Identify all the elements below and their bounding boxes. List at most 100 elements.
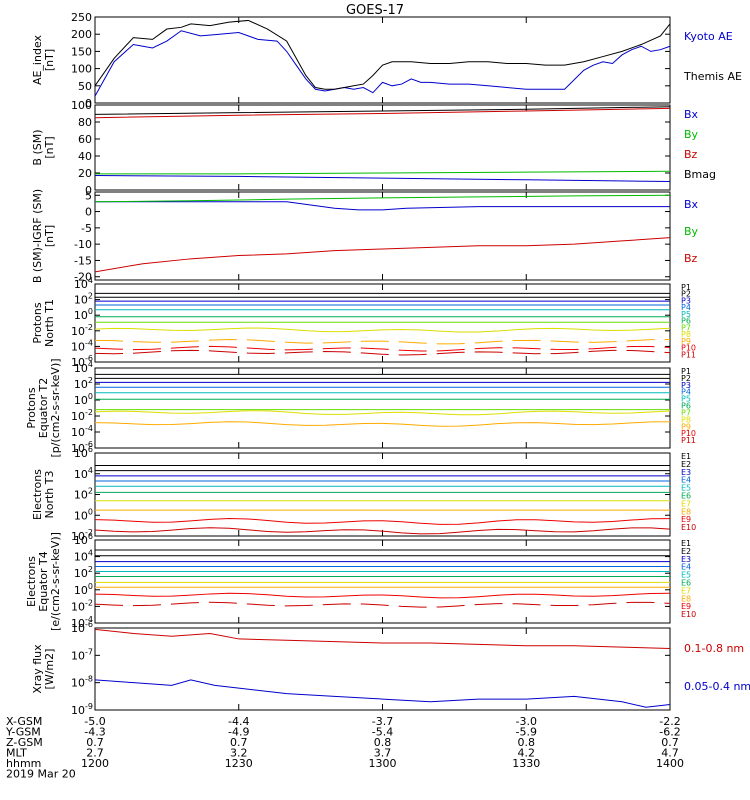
channel-label: P10: [681, 344, 696, 353]
legend-label: By: [684, 225, 699, 238]
x-row-value: 0.7: [661, 736, 679, 749]
x-row-value: 0.7: [230, 736, 248, 749]
channel-line: [94, 410, 671, 416]
y-tick-label: 10-6: [71, 620, 93, 635]
channel-line: [94, 327, 671, 333]
legend-label: 0.1-0.8 nm: [684, 642, 744, 655]
legend-label: Bmag: [684, 168, 716, 181]
x-row-label: hhmm: [6, 757, 41, 770]
x-row-value: 4.2: [518, 747, 536, 760]
y-axis-label: [nT]: [43, 136, 56, 158]
channel-label: E3: [681, 468, 691, 477]
channel-label: E7: [681, 499, 691, 508]
channel-label: E3: [681, 555, 691, 564]
x-row-value: -5.9: [516, 726, 537, 739]
x-row-value: 4.7: [661, 747, 679, 760]
channel-label: P8: [681, 330, 691, 339]
y-tick-label: 104: [74, 360, 93, 375]
y-axis-label: Protons: [31, 302, 44, 343]
y-tick-label: 5: [85, 189, 92, 202]
channel-label: P2: [681, 290, 691, 299]
channel-label: P7: [681, 323, 691, 332]
x-row-value: 3.2: [230, 747, 248, 760]
y-axis-label: AE_index: [31, 34, 44, 85]
y-tick-label: 102: [74, 565, 93, 580]
y-axis-label: Xray flux: [31, 644, 44, 694]
channel-label: E4: [681, 563, 691, 572]
series-line: [94, 106, 671, 115]
channel-label: E10: [681, 523, 696, 532]
y-axis-label: [p/(cm2-s-sr-keV)]: [49, 358, 62, 457]
series-line: [94, 175, 671, 182]
legend-label: Bx: [684, 198, 699, 211]
y-tick-label: 40: [78, 150, 92, 163]
channel-label: P11: [681, 350, 696, 359]
y-axis-label: Equator T2: [37, 378, 50, 438]
y-axis-label: [nT]: [43, 49, 56, 71]
y-tick-label: 50: [78, 80, 92, 93]
x-row-value: 1400: [656, 757, 684, 770]
channel-line: [94, 518, 671, 525]
y-tick-label: 106: [74, 445, 93, 460]
x-row-value: -4.4: [228, 715, 249, 728]
y-tick-label: 250: [71, 11, 92, 24]
legend-label: Kyoto AE: [684, 30, 733, 43]
y-tick-label: 100: [74, 582, 93, 597]
channel-label: P11: [681, 436, 696, 445]
y-tick-label: 100: [74, 307, 93, 322]
channel-label: E6: [681, 579, 691, 588]
x-row-value: -5.0: [84, 715, 105, 728]
y-tick-label: 10-2: [71, 528, 93, 543]
channel-line: [94, 338, 671, 345]
channel-label: P3: [681, 296, 691, 305]
y-axis-label: Electrons: [31, 469, 44, 520]
x-row-value: 3.7: [374, 747, 392, 760]
y-axis-label: [W/m2]: [43, 649, 56, 690]
y-tick-label: 100: [71, 63, 92, 76]
channel-label: E6: [681, 492, 691, 501]
channel-label: P5: [681, 395, 691, 404]
channel-label: P7: [681, 408, 691, 417]
channel-line: [94, 421, 671, 427]
x-row-value: -4.3: [84, 726, 105, 739]
channel-label: P6: [681, 402, 691, 411]
y-tick-label: 102: [74, 292, 93, 307]
y-tick-label: 104: [74, 549, 93, 564]
legend-label: By: [684, 128, 699, 141]
y-axis-label: B (SM)-IGRF (SM): [31, 189, 44, 283]
x-row-value: 1330: [512, 757, 540, 770]
y-tick-label: 80: [78, 116, 92, 129]
channel-label: E7: [681, 586, 691, 595]
channel-label: P5: [681, 310, 691, 319]
channel-label: P2: [681, 374, 691, 383]
x-row-value: -5.4: [372, 726, 393, 739]
channel-label: P8: [681, 415, 691, 424]
y-tick-label: 10-4: [71, 615, 93, 630]
legend-label: Bz: [684, 148, 698, 161]
channel-label: E2: [681, 547, 691, 556]
x-row-label: Z-GSM: [6, 736, 43, 749]
y-tick-label: 100: [74, 392, 93, 407]
y-axis-label: Protons: [25, 387, 38, 428]
series-line: [94, 194, 671, 203]
x-row-value: 0.8: [518, 736, 536, 749]
x-row-value: 1230: [225, 757, 253, 770]
y-tick-label: 10-2: [71, 408, 93, 423]
y-axis-label: North T3: [43, 471, 56, 519]
series-line: [94, 107, 671, 119]
panel-frame: [94, 104, 671, 191]
x-row-value: -3.0: [516, 715, 537, 728]
channel-label: E1: [681, 539, 691, 548]
y-tick-label: 106: [74, 532, 93, 547]
y-tick-label: -20: [74, 271, 92, 284]
x-row-value: -3.7: [372, 715, 393, 728]
y-tick-label: 100: [74, 507, 93, 522]
channel-label: E9: [681, 602, 691, 611]
x-row-value: 0.7: [86, 736, 104, 749]
channel-label: E10: [681, 610, 696, 619]
series-line: [94, 237, 671, 273]
channel-label: E8: [681, 594, 691, 603]
panel-frame: [94, 367, 671, 449]
channel-label: P1: [681, 367, 691, 376]
